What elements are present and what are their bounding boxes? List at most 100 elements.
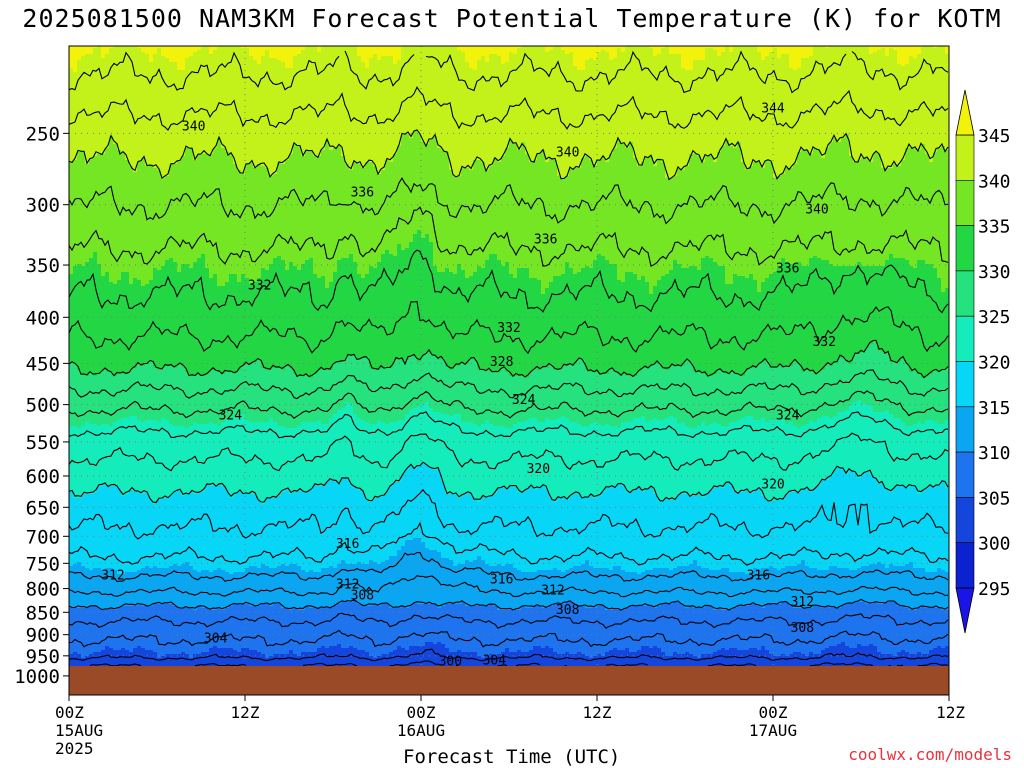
contour-label-text: 324 xyxy=(512,393,536,408)
contour-label-text: 324 xyxy=(219,409,243,424)
colorbar-min-arrow xyxy=(955,587,975,634)
contour-label-text: 316 xyxy=(490,573,513,588)
colorbar-band xyxy=(955,315,975,362)
contour-label: 332 xyxy=(248,279,271,294)
y-tick-label: 400 xyxy=(26,307,60,329)
contour-label: 316 xyxy=(336,537,359,552)
contour-label: 332 xyxy=(497,321,520,336)
contour-340 xyxy=(69,129,949,181)
contour-306 xyxy=(69,629,949,648)
contour-320 xyxy=(69,461,949,504)
contour-label-text: 336 xyxy=(534,232,557,247)
contour-label-text: 340 xyxy=(805,203,828,218)
y-tick-label: 350 xyxy=(26,255,60,277)
colorbar-max-arrow xyxy=(955,89,975,136)
colorbar-band xyxy=(955,542,975,589)
contour-label-text: 300 xyxy=(439,655,462,670)
colorbar-label: 340 xyxy=(978,171,1011,192)
contour-310 xyxy=(69,598,949,611)
contour-label-text: 312 xyxy=(791,595,814,610)
theta-fill-layer xyxy=(69,46,949,695)
contour-label-text: 308 xyxy=(351,588,374,603)
x-tick-label: 12Z xyxy=(936,703,965,722)
y-tick-label: 800 xyxy=(26,579,60,601)
contour-label: 316 xyxy=(747,569,770,584)
contour-334 xyxy=(69,249,949,314)
x-tick-date: 17AUG xyxy=(749,721,797,740)
contour-308 xyxy=(69,612,949,629)
contour-label: 336 xyxy=(351,185,374,200)
y-tick-label: 650 xyxy=(26,497,60,519)
contour-label: 304 xyxy=(483,654,507,669)
contour-label-text: 312 xyxy=(336,578,359,593)
contour-label-text: 304 xyxy=(483,654,507,669)
colorbar-label: 315 xyxy=(978,398,1011,419)
x-tick-label: 00Z xyxy=(55,703,84,722)
colorbar-band xyxy=(955,406,975,453)
y-tick-label: 550 xyxy=(26,432,60,454)
x-tick-label: 12Z xyxy=(583,703,612,722)
y-tick-label: 500 xyxy=(26,395,60,417)
contour-314 xyxy=(69,551,949,583)
colorbar-label: 295 xyxy=(978,579,1011,600)
contour-label: 308 xyxy=(351,588,374,603)
contour-302 xyxy=(89,660,949,667)
contour-label: 300 xyxy=(439,655,462,670)
contour-label: 336 xyxy=(534,232,557,247)
contour-layer xyxy=(69,50,949,667)
x-tick-date: 15AUG xyxy=(55,721,103,740)
contour-label: 312 xyxy=(541,584,564,599)
x-axis-title: Forecast Time (UTC) xyxy=(403,746,621,768)
y-tick-label: 300 xyxy=(26,195,60,217)
colorbar-band xyxy=(955,451,975,498)
x-tick-year: 2025 xyxy=(55,739,94,758)
colorbar-label: 325 xyxy=(978,307,1011,328)
contour-330 xyxy=(69,339,949,379)
contour-label-text: 316 xyxy=(747,569,770,584)
contour-label-text: 332 xyxy=(813,335,836,350)
ground-surface xyxy=(69,665,949,695)
colorbar-label: 305 xyxy=(978,488,1011,509)
contour-label-text: 340 xyxy=(556,146,579,161)
contour-label-text: 336 xyxy=(776,261,799,276)
contour-label: 316 xyxy=(490,573,513,588)
contour-326 xyxy=(69,390,949,419)
contour-label-text: 328 xyxy=(490,355,513,370)
chart-title: 2025081500 NAM3KM Forecast Potential Tem… xyxy=(22,4,1002,33)
contour-label: 332 xyxy=(813,335,836,350)
axis-layer: 2503003504004505005506006507007508008509… xyxy=(14,45,965,758)
y-tick-label: 250 xyxy=(26,123,60,145)
colorbar-label: 310 xyxy=(978,443,1011,464)
contour-label-text: 316 xyxy=(336,537,359,552)
x-tick-label: 00Z xyxy=(407,703,436,722)
contour-label: 336 xyxy=(776,261,799,276)
contour-label-text: 344 xyxy=(761,101,785,116)
y-tick-label: 1000 xyxy=(14,666,60,688)
contour-label: 320 xyxy=(527,462,550,477)
contour-label: 324 xyxy=(219,409,243,424)
contour-label: 328 xyxy=(490,355,513,370)
contour-label-layer: 340 340 344 340 336 336 336 332 332 332 328 324 324 3… xyxy=(101,101,836,669)
contour-label-text: 304 xyxy=(204,632,228,647)
y-tick-label: 850 xyxy=(26,602,60,624)
colorbar-label: 335 xyxy=(978,217,1011,238)
contour-322 xyxy=(69,432,949,472)
credit-link[interactable]: coolwx.com/models xyxy=(848,745,1012,764)
contour-label-text: 320 xyxy=(527,462,550,477)
contour-304 xyxy=(69,648,949,662)
contour-label: 308 xyxy=(791,621,814,636)
contour-332 xyxy=(69,300,949,355)
ground-layer xyxy=(69,665,949,695)
colorbar-label: 320 xyxy=(978,353,1011,374)
contour-338 xyxy=(69,177,949,225)
colorbar-band xyxy=(955,497,975,543)
contour-label: 324 xyxy=(512,393,536,408)
contour-label: 312 xyxy=(101,569,124,584)
colorbar-label: 300 xyxy=(978,534,1011,555)
contour-label: 304 xyxy=(204,632,228,647)
contour-324 xyxy=(69,411,949,439)
contour-label-text: 332 xyxy=(497,321,520,336)
colorbar-band xyxy=(955,180,975,226)
contour-336 xyxy=(69,206,949,267)
